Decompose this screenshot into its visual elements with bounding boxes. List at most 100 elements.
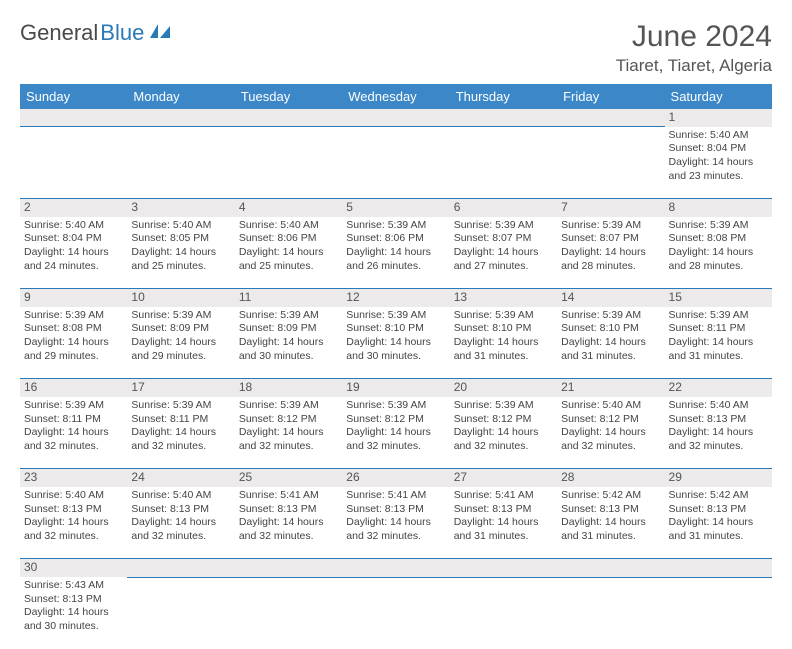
daylight-text: and 32 minutes. <box>454 440 553 454</box>
week-row: Sunrise: 5:40 AMSunset: 8:04 PMDaylight:… <box>20 127 772 199</box>
day-cell: Sunrise: 5:43 AMSunset: 8:13 PMDaylight:… <box>20 577 127 649</box>
daylight-text: Daylight: 14 hours <box>346 246 445 260</box>
daylight-text: and 30 minutes. <box>346 350 445 364</box>
day-number <box>342 559 449 577</box>
day-content: Sunrise: 5:40 AMSunset: 8:04 PMDaylight:… <box>669 129 768 184</box>
daylight-text: Daylight: 14 hours <box>346 516 445 530</box>
sunrise-text: Sunrise: 5:41 AM <box>239 489 338 503</box>
daylight-text: Daylight: 14 hours <box>24 606 123 620</box>
day-content: Sunrise: 5:41 AMSunset: 8:13 PMDaylight:… <box>454 489 553 544</box>
day-content: Sunrise: 5:40 AMSunset: 8:13 PMDaylight:… <box>131 489 230 544</box>
day-number: 17 <box>127 379 234 397</box>
day-number: 22 <box>665 379 772 397</box>
logo: GeneralBlue <box>20 20 174 46</box>
sunrise-text: Sunrise: 5:39 AM <box>346 309 445 323</box>
day-cell: Sunrise: 5:39 AMSunset: 8:10 PMDaylight:… <box>450 307 557 379</box>
daylight-text: and 32 minutes. <box>346 530 445 544</box>
daylight-text: Daylight: 14 hours <box>239 336 338 350</box>
daylight-text: Daylight: 14 hours <box>669 156 768 170</box>
daylight-text: and 28 minutes. <box>561 260 660 274</box>
day-cell <box>127 127 234 199</box>
daylight-text: and 32 minutes. <box>239 440 338 454</box>
sunset-text: Sunset: 8:07 PM <box>454 232 553 246</box>
day-content: Sunrise: 5:39 AMSunset: 8:11 PMDaylight:… <box>131 399 230 454</box>
day-number: 16 <box>20 379 127 397</box>
day-cell: Sunrise: 5:39 AMSunset: 8:09 PMDaylight:… <box>235 307 342 379</box>
sunrise-text: Sunrise: 5:42 AM <box>669 489 768 503</box>
logo-text-blue: Blue <box>100 20 144 46</box>
day-cell <box>557 127 664 199</box>
day-number: 26 <box>342 469 449 487</box>
daylight-text: Daylight: 14 hours <box>239 426 338 440</box>
day-number: 14 <box>557 289 664 307</box>
day-cell: Sunrise: 5:40 AMSunset: 8:04 PMDaylight:… <box>20 217 127 289</box>
week-row: Sunrise: 5:43 AMSunset: 8:13 PMDaylight:… <box>20 577 772 649</box>
weekday-header: Tuesday <box>235 84 342 109</box>
day-content: Sunrise: 5:39 AMSunset: 8:08 PMDaylight:… <box>24 309 123 364</box>
day-number: 15 <box>665 289 772 307</box>
daylight-text: Daylight: 14 hours <box>239 516 338 530</box>
day-content: Sunrise: 5:39 AMSunset: 8:09 PMDaylight:… <box>239 309 338 364</box>
day-cell <box>665 577 772 649</box>
day-cell: Sunrise: 5:39 AMSunset: 8:10 PMDaylight:… <box>557 307 664 379</box>
sunrise-text: Sunrise: 5:39 AM <box>561 309 660 323</box>
weekday-header: Wednesday <box>342 84 449 109</box>
day-cell: Sunrise: 5:39 AMSunset: 8:12 PMDaylight:… <box>342 397 449 469</box>
day-number <box>557 559 664 577</box>
weekday-header: Monday <box>127 84 234 109</box>
day-content: Sunrise: 5:39 AMSunset: 8:09 PMDaylight:… <box>131 309 230 364</box>
day-cell: Sunrise: 5:40 AMSunset: 8:13 PMDaylight:… <box>20 487 127 559</box>
weekday-header: Sunday <box>20 84 127 109</box>
day-content: Sunrise: 5:39 AMSunset: 8:11 PMDaylight:… <box>669 309 768 364</box>
sunset-text: Sunset: 8:13 PM <box>561 503 660 517</box>
day-number: 29 <box>665 469 772 487</box>
daylight-text: and 32 minutes. <box>24 530 123 544</box>
daylight-text: and 32 minutes. <box>561 440 660 454</box>
daylight-text: Daylight: 14 hours <box>346 426 445 440</box>
daylight-text: Daylight: 14 hours <box>24 336 123 350</box>
sunrise-text: Sunrise: 5:39 AM <box>561 219 660 233</box>
daylight-text: Daylight: 14 hours <box>669 246 768 260</box>
week-row: Sunrise: 5:40 AMSunset: 8:04 PMDaylight:… <box>20 217 772 289</box>
day-number-row: 1 <box>20 109 772 127</box>
sunset-text: Sunset: 8:13 PM <box>669 503 768 517</box>
daylight-text: and 32 minutes. <box>131 530 230 544</box>
day-cell: Sunrise: 5:39 AMSunset: 8:06 PMDaylight:… <box>342 217 449 289</box>
sunset-text: Sunset: 8:10 PM <box>561 322 660 336</box>
sunset-text: Sunset: 8:05 PM <box>131 232 230 246</box>
day-number: 7 <box>557 199 664 217</box>
calendar-table: Sunday Monday Tuesday Wednesday Thursday… <box>20 84 772 649</box>
weekday-header: Thursday <box>450 84 557 109</box>
day-content: Sunrise: 5:42 AMSunset: 8:13 PMDaylight:… <box>561 489 660 544</box>
day-content: Sunrise: 5:39 AMSunset: 8:06 PMDaylight:… <box>346 219 445 274</box>
day-content: Sunrise: 5:39 AMSunset: 8:10 PMDaylight:… <box>454 309 553 364</box>
sunrise-text: Sunrise: 5:40 AM <box>669 399 768 413</box>
daylight-text: Daylight: 14 hours <box>131 336 230 350</box>
daylight-text: and 25 minutes. <box>239 260 338 274</box>
day-number: 18 <box>235 379 342 397</box>
day-cell <box>235 127 342 199</box>
day-number: 8 <box>665 199 772 217</box>
sunrise-text: Sunrise: 5:39 AM <box>24 309 123 323</box>
day-number <box>235 109 342 127</box>
daylight-text: Daylight: 14 hours <box>561 426 660 440</box>
daylight-text: and 30 minutes. <box>24 620 123 634</box>
day-cell <box>342 577 449 649</box>
daylight-text: Daylight: 14 hours <box>454 336 553 350</box>
day-cell: Sunrise: 5:39 AMSunset: 8:07 PMDaylight:… <box>450 217 557 289</box>
sunset-text: Sunset: 8:08 PM <box>24 322 123 336</box>
day-number: 27 <box>450 469 557 487</box>
day-cell: Sunrise: 5:40 AMSunset: 8:13 PMDaylight:… <box>665 397 772 469</box>
day-cell <box>127 577 234 649</box>
sunrise-text: Sunrise: 5:39 AM <box>454 399 553 413</box>
day-cell: Sunrise: 5:40 AMSunset: 8:13 PMDaylight:… <box>127 487 234 559</box>
daylight-text: Daylight: 14 hours <box>669 516 768 530</box>
daylight-text: Daylight: 14 hours <box>561 246 660 260</box>
sunset-text: Sunset: 8:04 PM <box>669 142 768 156</box>
daylight-text: Daylight: 14 hours <box>454 426 553 440</box>
day-content: Sunrise: 5:40 AMSunset: 8:05 PMDaylight:… <box>131 219 230 274</box>
day-number: 4 <box>235 199 342 217</box>
sunset-text: Sunset: 8:13 PM <box>131 503 230 517</box>
title-block: June 2024 Tiaret, Tiaret, Algeria <box>616 20 772 76</box>
sunrise-text: Sunrise: 5:39 AM <box>669 309 768 323</box>
